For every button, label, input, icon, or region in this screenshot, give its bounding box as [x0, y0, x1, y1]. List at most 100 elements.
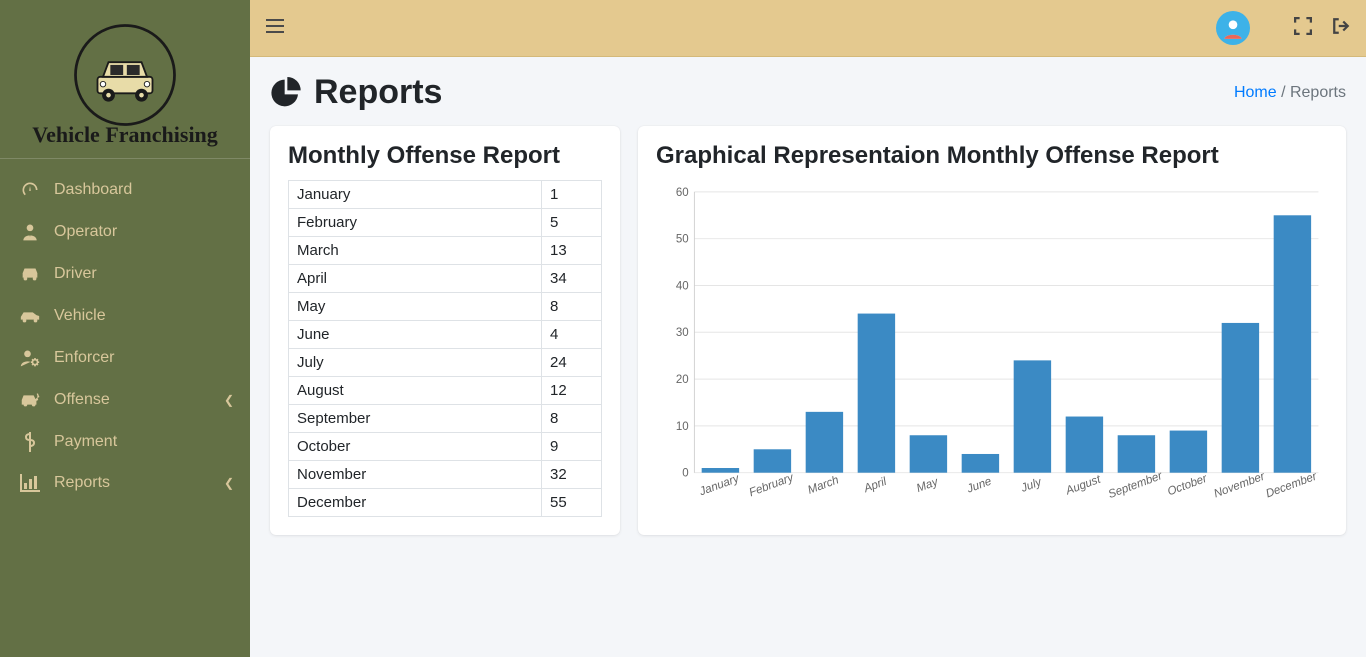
table-row: May8 — [289, 293, 602, 321]
page-header: Reports Home / Reports — [270, 73, 1346, 112]
cards-row: Monthly Offense Report January1February5… — [270, 126, 1346, 535]
month-cell: June — [289, 321, 542, 349]
breadcrumb: Home / Reports — [1234, 84, 1346, 102]
month-cell: April — [289, 265, 542, 293]
sidebar-item-driver[interactable]: Driver — [0, 253, 250, 295]
sidebar-item-label: Enforcer — [54, 349, 114, 367]
value-cell: 5 — [542, 209, 602, 237]
bar — [1222, 323, 1259, 473]
dollar-icon — [18, 432, 42, 452]
chart-card-title: Graphical Representaion Monthly Offense … — [656, 142, 1328, 170]
value-cell: 12 — [542, 377, 602, 405]
svg-text:February: February — [747, 470, 796, 499]
month-cell: May — [289, 293, 542, 321]
monthly-offense-table-card: Monthly Offense Report January1February5… — [270, 126, 620, 535]
sidebar-item-label: Dashboard — [54, 181, 132, 199]
month-cell: October — [289, 433, 542, 461]
svg-text:April: April — [861, 475, 888, 496]
value-cell: 8 — [542, 405, 602, 433]
sidebar-item-reports[interactable]: Reports ❮ — [0, 463, 250, 503]
month-cell: August — [289, 377, 542, 405]
topbar — [250, 0, 1366, 57]
user-avatar[interactable] — [1216, 11, 1250, 45]
svg-text:August: August — [1063, 472, 1103, 497]
bar — [754, 449, 791, 472]
month-cell: March — [289, 237, 542, 265]
value-cell: 55 — [542, 489, 602, 517]
page-title-text: Reports — [314, 73, 442, 112]
brand-logo: Vehicle Franchising — [0, 0, 250, 159]
monthly-offense-chart-card: Graphical Representaion Monthly Offense … — [638, 126, 1346, 535]
table-row: January1 — [289, 181, 602, 209]
month-cell: July — [289, 349, 542, 377]
sidebar-item-label: Driver — [54, 265, 97, 283]
sidebar-item-vehicle[interactable]: Vehicle — [0, 295, 250, 337]
table-row: June4 — [289, 321, 602, 349]
chart-bar-icon — [18, 474, 42, 492]
bar — [910, 435, 947, 472]
menu-toggle-icon[interactable] — [266, 18, 284, 39]
logo-circle-icon — [70, 20, 180, 130]
tachometer-icon — [18, 180, 42, 200]
user-cog-icon — [18, 348, 42, 368]
svg-text:40: 40 — [676, 279, 689, 292]
sidebar-item-dashboard[interactable]: Dashboard — [0, 169, 250, 211]
svg-text:December: December — [1264, 469, 1319, 500]
car-side-icon — [18, 306, 42, 326]
table-row: April34 — [289, 265, 602, 293]
sidebar-item-label: Reports — [54, 474, 110, 492]
bar — [1274, 215, 1311, 472]
value-cell: 4 — [542, 321, 602, 349]
value-cell: 8 — [542, 293, 602, 321]
value-cell: 24 — [542, 349, 602, 377]
pie-chart-icon — [270, 77, 302, 109]
bar — [1170, 431, 1207, 473]
table-row: July24 — [289, 349, 602, 377]
breadcrumb-home-link[interactable]: Home — [1234, 84, 1277, 101]
bar — [1066, 417, 1103, 473]
breadcrumb-separator: / — [1281, 84, 1290, 101]
month-cell: January — [289, 181, 542, 209]
bar — [858, 314, 895, 473]
bar — [962, 454, 999, 473]
value-cell: 13 — [542, 237, 602, 265]
svg-text:March: March — [806, 473, 840, 497]
svg-text:September: September — [1107, 469, 1165, 501]
user-tie-icon — [18, 222, 42, 242]
sidebar-item-offense[interactable]: Offense❮ — [0, 379, 250, 421]
sidebar-nav: Dashboard Operator Driver Vehicle Enforcer Of… — [0, 159, 250, 503]
table-row: March13 — [289, 237, 602, 265]
car-icon — [18, 264, 42, 284]
svg-text:July: July — [1018, 475, 1044, 495]
table-row: September8 — [289, 405, 602, 433]
breadcrumb-current: Reports — [1290, 84, 1346, 101]
svg-text:May: May — [915, 475, 941, 495]
sidebar-item-enforcer[interactable]: Enforcer — [0, 337, 250, 379]
chevron-left-icon: ❮ — [224, 476, 234, 490]
sidebar-item-label: Vehicle — [54, 307, 106, 325]
sidebar-item-payment[interactable]: Payment — [0, 421, 250, 463]
chevron-left-icon: ❮ — [224, 393, 234, 407]
value-cell: 9 — [542, 433, 602, 461]
svg-text:50: 50 — [676, 233, 689, 246]
table-row: August12 — [289, 377, 602, 405]
svg-text:0: 0 — [682, 467, 689, 480]
bar — [1118, 435, 1155, 472]
table-row: February5 — [289, 209, 602, 237]
sidebar-item-label: Payment — [54, 433, 117, 451]
car-crash-icon — [18, 390, 42, 410]
svg-text:60: 60 — [676, 186, 689, 199]
svg-text:November: November — [1212, 469, 1267, 500]
sidebar-item-operator[interactable]: Operator — [0, 211, 250, 253]
content: Reports Home / Reports Monthly Offense R… — [250, 57, 1366, 657]
table-row: November32 — [289, 461, 602, 489]
svg-text:10: 10 — [676, 420, 689, 433]
bar — [806, 412, 843, 473]
fullscreen-icon[interactable] — [1294, 17, 1312, 40]
table-card-title: Monthly Offense Report — [288, 142, 602, 170]
svg-text:30: 30 — [676, 326, 689, 339]
logout-icon[interactable] — [1332, 17, 1350, 40]
table-row: December55 — [289, 489, 602, 517]
value-cell: 1 — [542, 181, 602, 209]
brand-name: Vehicle Franchising — [0, 122, 250, 148]
